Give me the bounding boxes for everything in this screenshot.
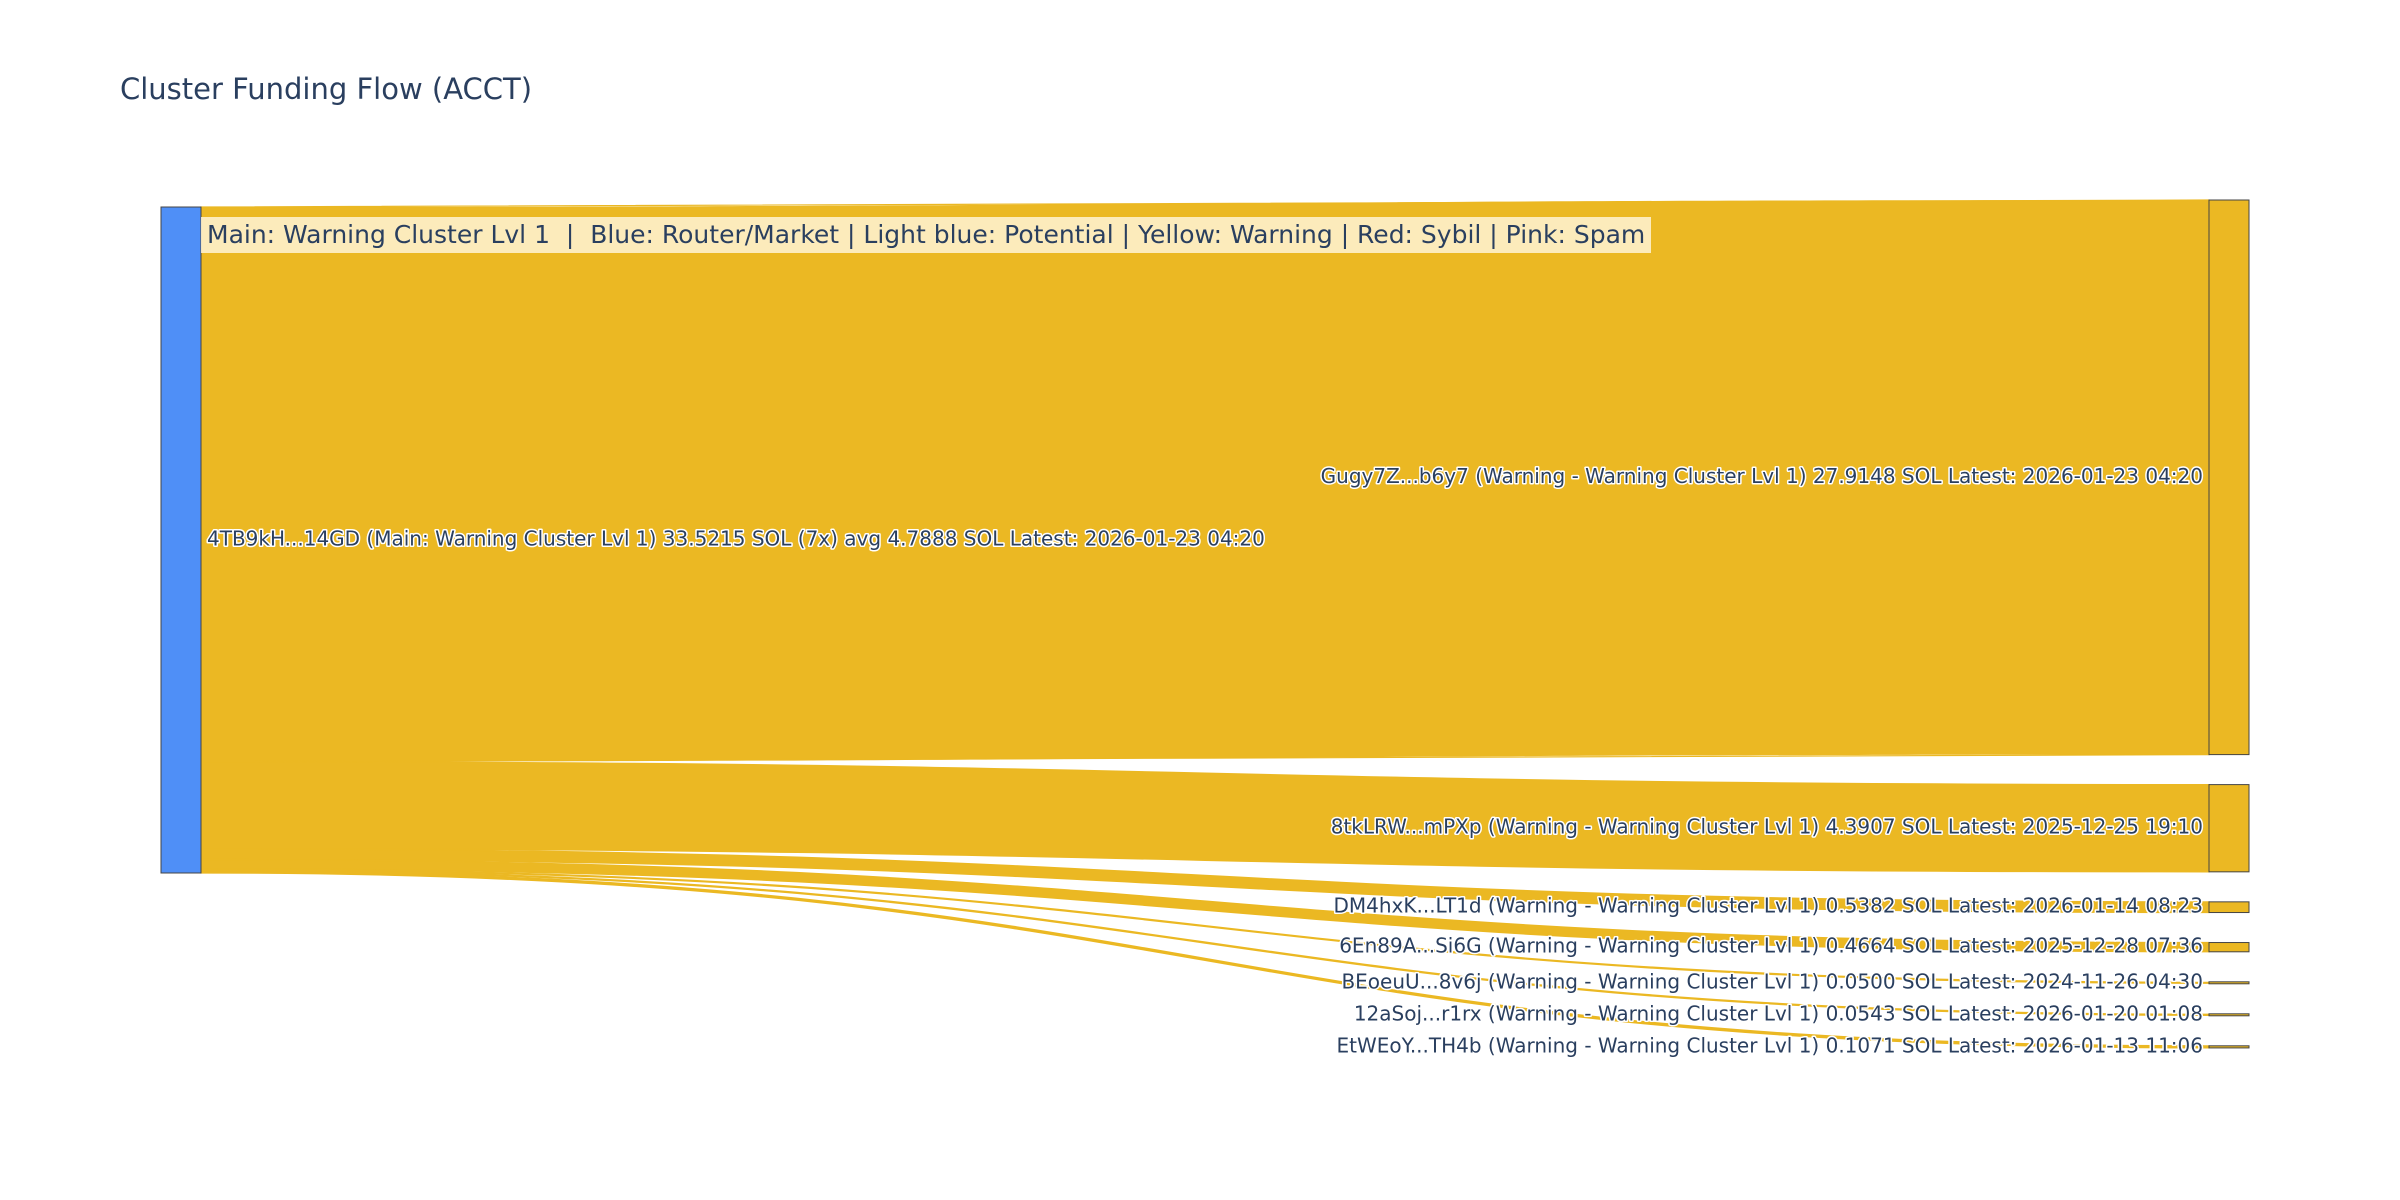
target-node-beoeuu-8v6j (2208, 981, 2250, 985)
source-node-label: 4TB9kH...14GD (Main: Warning Cluster Lvl… (207, 527, 1265, 551)
target-node-label-12asoj-r1rx: 12aSoj...r1rx (Warning - Warning Cluster… (1354, 1001, 2203, 1025)
labels-layer: 4TB9kH...14GD (Main: Warning Cluster Lvl… (206, 462, 2205, 1059)
legend-annotation: Main: Warning Cluster Lvl 1 | Blue: Rout… (201, 217, 1652, 253)
target-node-label-gugy7z-b6y7: Gugy7Z...b6y7 (Warning - Warning Cluster… (1321, 464, 2203, 488)
links-layer (200, 199, 2210, 1049)
target-node-label-beoeuu-8v6j: BEoeuU...8v6j (Warning - Warning Cluster… (1341, 969, 2203, 993)
target-node-gugy7z-b6y7 (2208, 199, 2250, 756)
target-node-etweoy-th4b (2208, 1045, 2250, 1049)
source-node (160, 206, 202, 874)
target-node-label-6en89a-si6g: 6En89A...Si6G (Warning - Warning Cluster… (1339, 934, 2203, 958)
target-node-dm4hxk-lt1d (2208, 901, 2250, 914)
target-node-12asoj-r1rx (2208, 1013, 2250, 1017)
target-node-label-dm4hxk-lt1d: DM4hxK...LT1d (Warning - Warning Cluster… (1333, 894, 2203, 918)
target-node-label-etweoy-th4b: EtWEoY...TH4b (Warning - Warning Cluster… (1337, 1033, 2203, 1057)
target-node-8tklrw-mpxp (2208, 784, 2250, 873)
nodes-layer (160, 199, 2250, 1049)
target-node-6en89a-si6g (2208, 942, 2250, 953)
chart-title: Cluster Funding Flow (ACCT) (120, 72, 533, 106)
target-node-label-8tklrw-mpxp: 8tkLRW...mPXp (Warning - Warning Cluster… (1331, 815, 2203, 839)
